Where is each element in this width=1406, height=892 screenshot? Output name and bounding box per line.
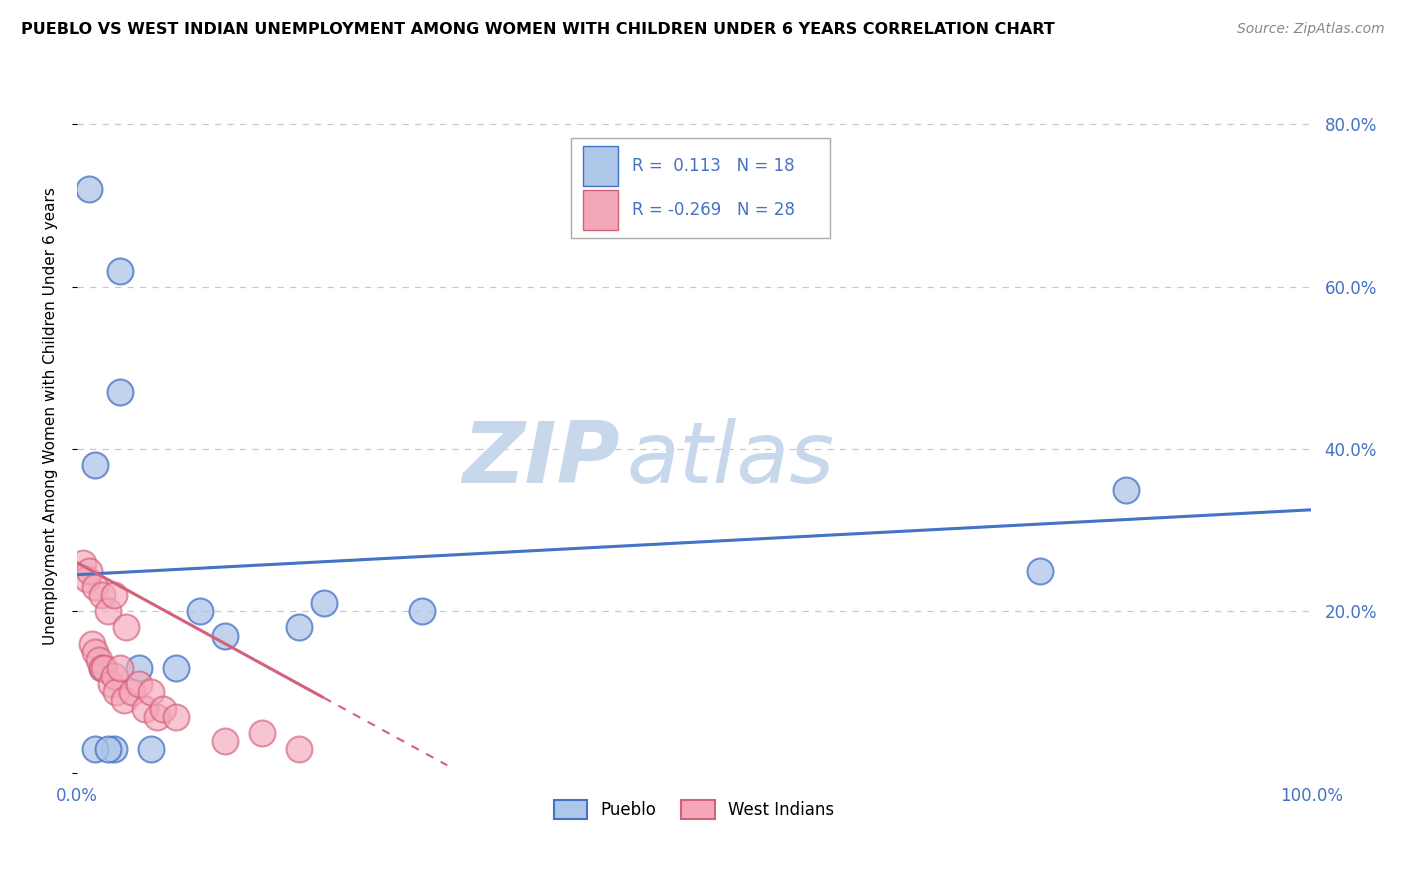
Point: [146, 709, 169, 723]
Point: [103, 669, 125, 683]
Bar: [583, 146, 617, 186]
Point: [93, 661, 115, 675]
Text: atlas: atlas: [626, 417, 834, 500]
Text: Source: ZipAtlas.com: Source: ZipAtlas.com: [1237, 22, 1385, 37]
Point: [97, 604, 120, 618]
Point: [77, 182, 100, 196]
Point: [288, 742, 311, 756]
Point: [112, 693, 135, 707]
Point: [188, 604, 211, 618]
Point: [100, 677, 122, 691]
Point: [90, 661, 112, 675]
Point: [128, 661, 150, 675]
Point: [80, 637, 103, 651]
Bar: [583, 191, 617, 230]
Text: PUEBLO VS WEST INDIAN UNEMPLOYMENT AMONG WOMEN WITH CHILDREN UNDER 6 YEARS CORRE: PUEBLO VS WEST INDIAN UNEMPLOYMENT AMONG…: [21, 22, 1054, 37]
Point: [103, 742, 125, 756]
Point: [97, 742, 120, 756]
Point: [77, 564, 100, 578]
Point: [121, 685, 143, 699]
Point: [165, 709, 187, 723]
Point: [152, 701, 174, 715]
Point: [108, 661, 131, 675]
Text: R =  0.113   N = 18: R = 0.113 N = 18: [633, 157, 794, 175]
Point: [128, 677, 150, 691]
Y-axis label: Unemployment Among Women with Children Under 6 years: Unemployment Among Women with Children U…: [44, 187, 58, 646]
Point: [103, 588, 125, 602]
Point: [108, 385, 131, 400]
Point: [84, 645, 107, 659]
Point: [90, 661, 112, 675]
Point: [84, 742, 107, 756]
Point: [134, 701, 156, 715]
Text: ZIP: ZIP: [463, 417, 620, 500]
Point: [312, 596, 335, 610]
Point: [250, 726, 273, 740]
Point: [105, 685, 128, 699]
Point: [214, 734, 236, 748]
Point: [90, 588, 112, 602]
Point: [411, 604, 433, 618]
Point: [108, 263, 131, 277]
Legend: Pueblo, West Indians: Pueblo, West Indians: [547, 793, 841, 826]
Point: [139, 742, 162, 756]
Point: [87, 653, 110, 667]
Point: [72, 556, 94, 570]
Point: [84, 458, 107, 473]
Point: [139, 685, 162, 699]
Point: [84, 580, 107, 594]
Text: R = -0.269   N = 28: R = -0.269 N = 28: [633, 201, 796, 219]
Point: [76, 572, 98, 586]
Point: [288, 620, 311, 634]
Point: [214, 628, 236, 642]
Point: [1028, 564, 1050, 578]
FancyBboxPatch shape: [571, 138, 830, 238]
Point: [165, 661, 187, 675]
Point: [1115, 483, 1137, 497]
Point: [115, 620, 138, 634]
